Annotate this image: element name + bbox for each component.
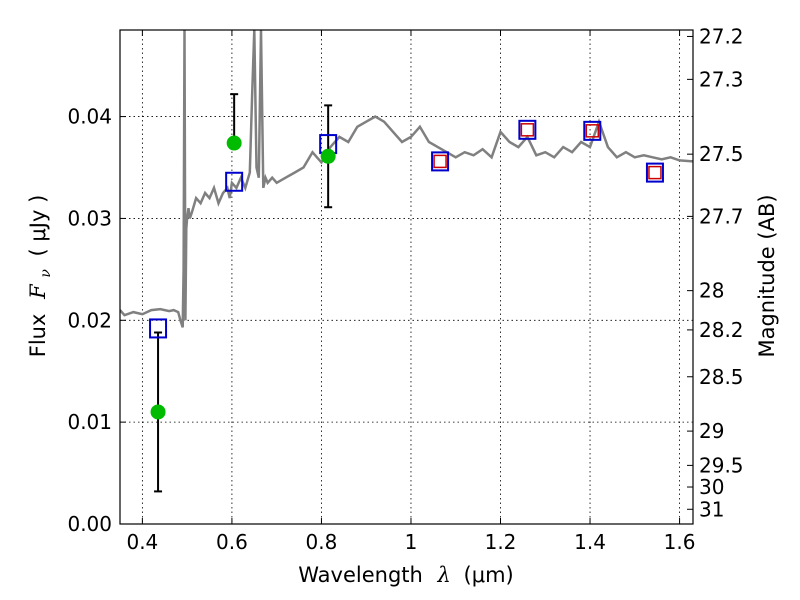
x-axis-unit: (μm) (464, 563, 514, 587)
model-box-0 (149, 318, 168, 339)
x-tick-label-5: 1.4 (574, 530, 606, 554)
y-axis-unit: ( μJy ) (26, 195, 50, 257)
x-axis-ticks: 0.4 0.6 0.8 1 1.2 1.4 1.6 (126, 30, 695, 554)
x-tick-label-1: 0.6 (216, 530, 248, 554)
inner-box-5 (585, 124, 600, 138)
model-box-6 (645, 162, 664, 183)
y-tick-label-1: 0.01 (67, 410, 112, 434)
x-axis-label-text: Wavelength (298, 563, 423, 587)
x-tick-label-4: 1.2 (485, 530, 517, 554)
y2-tick-label-3: 27.7 (699, 204, 744, 228)
y-tick-label-3: 0.03 (67, 206, 112, 230)
plot-area (120, 30, 693, 493)
y-axis-symbol: F (26, 283, 50, 300)
y2-tick-label-5: 28.2 (699, 318, 744, 342)
model-box-3 (431, 151, 450, 172)
inner-box-3 (433, 154, 447, 169)
x-tick-label-2: 0.8 (306, 530, 338, 554)
grid-lines (120, 30, 693, 525)
y-axis-label: Flux F ν ( μJy ) (26, 195, 55, 358)
y2-tick-label-0: 27.2 (699, 24, 744, 48)
y-axis-subscript: ν (38, 269, 54, 278)
model-box-1 (225, 171, 244, 192)
detection-point-1 (226, 135, 242, 151)
y2-tick-label-6: 28.5 (699, 365, 744, 389)
y2-tick-label-2: 27.5 (699, 142, 744, 166)
error-bars (154, 93, 333, 493)
x-tick-label-0: 0.4 (126, 530, 158, 554)
model-box-5 (583, 120, 602, 141)
y2-tick-label-7: 29 (699, 419, 724, 443)
y-axis-label-text: Flux (26, 314, 50, 358)
detection-points (150, 135, 336, 420)
y2-tick-label-8: 29.5 (699, 453, 744, 477)
x-tick-label-3: 1 (405, 530, 418, 554)
y2-tick-label-10: 31 (699, 497, 724, 521)
x-axis-label: Wavelength λ (μm) (298, 563, 513, 587)
y-tick-label-0: 0.00 (67, 512, 112, 536)
y-tick-label-2: 0.02 (67, 308, 112, 332)
plot-frame (119, 29, 694, 525)
y2-axis-label: Magnitude (AB) (755, 194, 779, 357)
model-box-4 (518, 119, 537, 140)
model-boxes (149, 119, 664, 339)
y2-tick-label-9: 30 (699, 475, 724, 499)
y2-tick-label-1: 27.3 (699, 67, 744, 91)
detection-point-0 (150, 404, 166, 420)
y-tick-label-4: 0.04 (67, 105, 112, 129)
inner-box-6 (648, 165, 662, 180)
spectrum-line (120, 30, 693, 328)
inner-box-4 (520, 123, 535, 137)
detection-point-2 (320, 148, 336, 164)
y-axis-ticks: 0.00 0.01 0.02 0.03 0.04 (67, 105, 126, 536)
y2-tick-label-4: 28 (699, 279, 724, 303)
x-axis-symbol: λ (437, 563, 451, 587)
x-tick-label-6: 1.6 (664, 530, 696, 554)
